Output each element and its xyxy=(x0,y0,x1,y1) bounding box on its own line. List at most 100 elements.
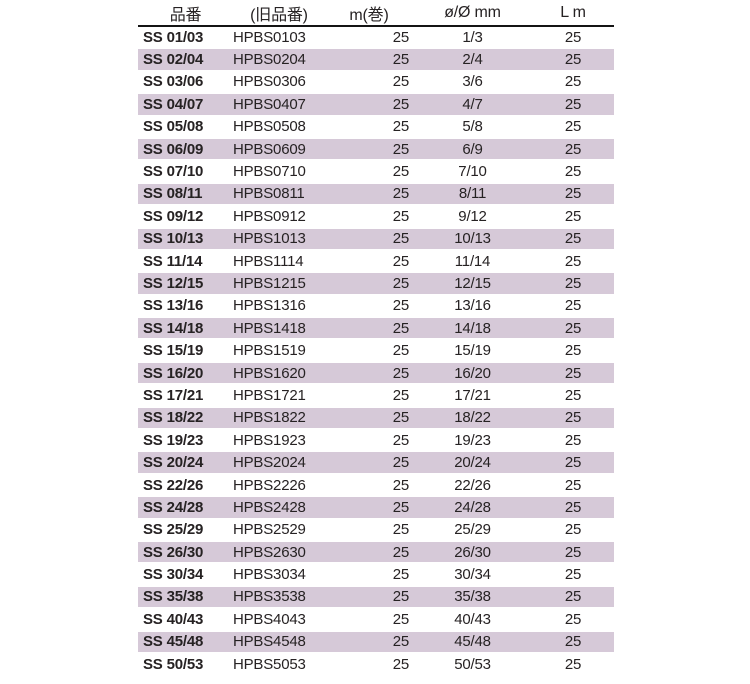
table-row: SS 30/34 HPBS3034 25 30/34 25 xyxy=(138,563,614,587)
table-row: SS 25/29 HPBS2529 25 25/29 25 xyxy=(138,518,614,543)
old-part-number-cell: HPBS0710 xyxy=(233,160,325,184)
old-part-number-cell: HPBS3034 xyxy=(233,563,325,587)
meters-per-roll-cell: 25 xyxy=(325,93,413,117)
meters-per-roll-cell: 25 xyxy=(325,630,413,654)
diameter-mm-cell: 13/16 xyxy=(413,294,532,319)
length-m-cell: 25 xyxy=(532,652,614,677)
table-body: SS 01/03 HPBS0103 25 1/3 25 SS 02/04 HPB… xyxy=(138,26,614,677)
old-part-number-cell: HPBS0811 xyxy=(233,182,325,207)
header-diameter-mm: ø/Ø mm xyxy=(413,0,532,27)
header-length-m: L m xyxy=(532,0,614,27)
table-row: SS 20/24 HPBS2024 25 20/24 25 xyxy=(138,451,614,475)
table-row: SS 05/08 HPBS0508 25 5/8 25 xyxy=(138,115,614,139)
meters-per-roll-cell: 25 xyxy=(325,160,413,184)
length-m-cell: 25 xyxy=(532,294,614,319)
part-number-cell: SS 26/30 xyxy=(138,540,233,565)
meters-per-roll-cell: 25 xyxy=(325,249,413,274)
length-m-cell: 25 xyxy=(532,137,614,162)
meters-per-roll-cell: 25 xyxy=(325,473,413,498)
part-number-cell: SS 24/28 xyxy=(138,496,233,520)
length-m-cell: 25 xyxy=(532,339,614,363)
length-m-cell: 25 xyxy=(532,608,614,632)
meters-per-roll-cell: 25 xyxy=(325,137,413,162)
part-number-cell: SS 10/13 xyxy=(138,227,233,251)
length-m-cell: 25 xyxy=(532,473,614,498)
old-part-number-cell: HPBS1013 xyxy=(233,227,325,251)
header-row: 品番 (旧品番) m(巻) ø/Ø mm L m xyxy=(138,0,614,27)
length-m-cell: 25 xyxy=(532,115,614,139)
table-row: SS 40/43 HPBS4043 25 40/43 25 xyxy=(138,608,614,632)
meters-per-roll-cell: 25 xyxy=(325,608,413,632)
table-row: SS 12/15 HPBS1215 25 12/15 25 xyxy=(138,272,614,296)
part-number-cell: SS 13/16 xyxy=(138,294,233,319)
part-number-cell: SS 22/26 xyxy=(138,473,233,498)
length-m-cell: 25 xyxy=(532,406,614,431)
table-row: SS 16/20 HPBS1620 25 16/20 25 xyxy=(138,361,614,386)
part-number-cell: SS 45/48 xyxy=(138,630,233,654)
old-part-number-cell: HPBS1822 xyxy=(233,406,325,431)
table-row: SS 17/21 HPBS1721 25 17/21 25 xyxy=(138,384,614,408)
table-row: SS 15/19 HPBS1519 25 15/19 25 xyxy=(138,339,614,363)
length-m-cell: 25 xyxy=(532,384,614,408)
length-m-cell: 25 xyxy=(532,518,614,543)
old-part-number-cell: HPBS1316 xyxy=(233,294,325,319)
length-m-cell: 25 xyxy=(532,26,614,50)
length-m-cell: 25 xyxy=(532,93,614,117)
old-part-number-cell: HPBS0609 xyxy=(233,137,325,162)
diameter-mm-cell: 19/23 xyxy=(413,429,532,453)
product-size-table-wrap: 品番 (旧品番) m(巻) ø/Ø mm L m SS 01/03 HPBS01… xyxy=(138,0,614,677)
table-row: SS 13/16 HPBS1316 25 13/16 25 xyxy=(138,294,614,319)
part-number-cell: SS 17/21 xyxy=(138,384,233,408)
part-number-cell: SS 15/19 xyxy=(138,339,233,363)
meters-per-roll-cell: 25 xyxy=(325,115,413,139)
meters-per-roll-cell: 25 xyxy=(325,182,413,207)
old-part-number-cell: HPBS1114 xyxy=(233,249,325,274)
old-part-number-cell: HPBS0912 xyxy=(233,205,325,229)
old-part-number-cell: HPBS3538 xyxy=(233,585,325,610)
old-part-number-cell: HPBS2024 xyxy=(233,451,325,475)
table-row: SS 19/23 HPBS1923 25 19/23 25 xyxy=(138,429,614,453)
diameter-mm-cell: 30/34 xyxy=(413,563,532,587)
length-m-cell: 25 xyxy=(532,429,614,453)
part-number-cell: SS 09/12 xyxy=(138,205,233,229)
diameter-mm-cell: 20/24 xyxy=(413,451,532,475)
part-number-cell: SS 20/24 xyxy=(138,451,233,475)
part-number-cell: SS 02/04 xyxy=(138,48,233,72)
meters-per-roll-cell: 25 xyxy=(325,317,413,341)
diameter-mm-cell: 7/10 xyxy=(413,160,532,184)
length-m-cell: 25 xyxy=(532,70,614,95)
meters-per-roll-cell: 25 xyxy=(325,518,413,543)
old-part-number-cell: HPBS1418 xyxy=(233,317,325,341)
part-number-cell: SS 03/06 xyxy=(138,70,233,95)
table-header: 品番 (旧品番) m(巻) ø/Ø mm L m xyxy=(138,0,614,27)
old-part-number-cell: HPBS0508 xyxy=(233,115,325,139)
table-row: SS 01/03 HPBS0103 25 1/3 25 xyxy=(138,26,614,50)
diameter-mm-cell: 50/53 xyxy=(413,652,532,677)
part-number-cell: SS 30/34 xyxy=(138,563,233,587)
table-row: SS 02/04 HPBS0204 25 2/4 25 xyxy=(138,48,614,72)
table-row: SS 26/30 HPBS2630 25 26/30 25 xyxy=(138,540,614,565)
meters-per-roll-cell: 25 xyxy=(325,339,413,363)
meters-per-roll-cell: 25 xyxy=(325,652,413,677)
diameter-mm-cell: 14/18 xyxy=(413,317,532,341)
diameter-mm-cell: 11/14 xyxy=(413,249,532,274)
table-row: SS 18/22 HPBS1822 25 18/22 25 xyxy=(138,406,614,431)
length-m-cell: 25 xyxy=(532,205,614,229)
table-row: SS 09/12 HPBS0912 25 9/12 25 xyxy=(138,205,614,229)
length-m-cell: 25 xyxy=(532,48,614,72)
old-part-number-cell: HPBS2630 xyxy=(233,540,325,565)
old-part-number-cell: HPBS2428 xyxy=(233,496,325,520)
meters-per-roll-cell: 25 xyxy=(325,540,413,565)
part-number-cell: SS 18/22 xyxy=(138,406,233,431)
meters-per-roll-cell: 25 xyxy=(325,384,413,408)
diameter-mm-cell: 4/7 xyxy=(413,93,532,117)
diameter-mm-cell: 18/22 xyxy=(413,406,532,431)
table-row: SS 07/10 HPBS0710 25 7/10 25 xyxy=(138,160,614,184)
diameter-mm-cell: 26/30 xyxy=(413,540,532,565)
part-number-cell: SS 35/38 xyxy=(138,585,233,610)
meters-per-roll-cell: 25 xyxy=(325,48,413,72)
product-size-table: 品番 (旧品番) m(巻) ø/Ø mm L m SS 01/03 HPBS01… xyxy=(138,0,614,677)
diameter-mm-cell: 10/13 xyxy=(413,227,532,251)
old-part-number-cell: HPBS1215 xyxy=(233,272,325,296)
meters-per-roll-cell: 25 xyxy=(325,272,413,296)
